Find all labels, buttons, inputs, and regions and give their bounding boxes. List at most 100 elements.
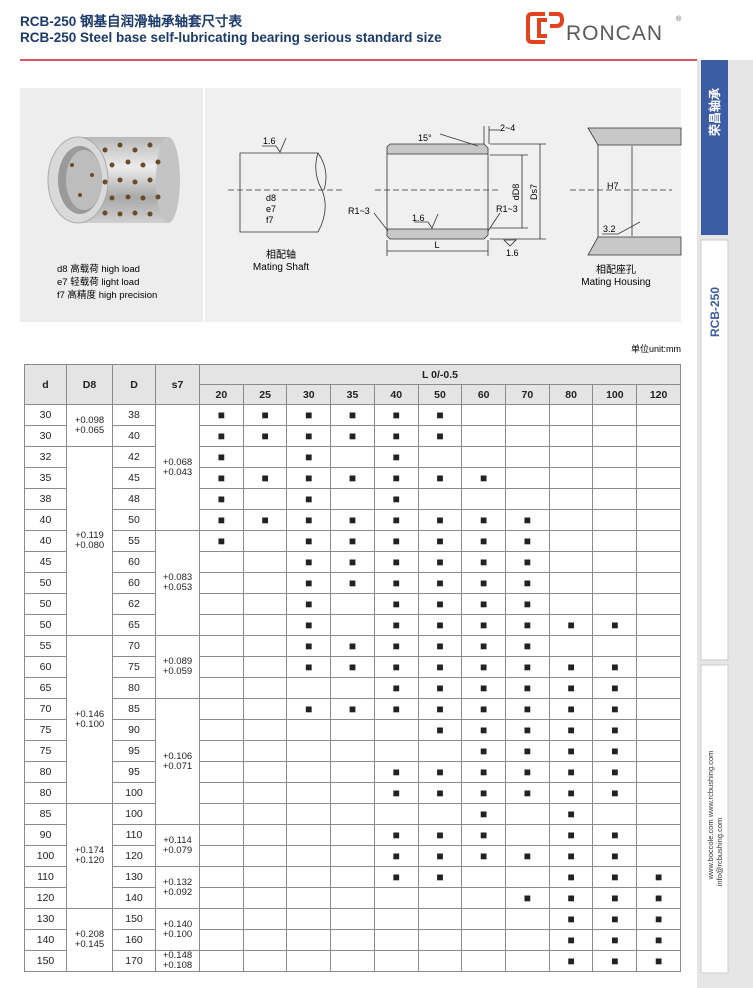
availability-cell xyxy=(505,824,550,846)
availability-cell xyxy=(286,887,332,909)
outer-diameter: 40 xyxy=(112,425,156,447)
tolerance: +0.083 +0.053 xyxy=(155,530,200,636)
bushing-chamfer: 2~4 xyxy=(500,123,515,133)
availability-cell xyxy=(199,782,244,804)
tolerance-value: +0.071 xyxy=(162,760,193,772)
availability-cell xyxy=(199,824,244,846)
availability-cell: ■ xyxy=(461,824,507,846)
availability-mark: ■ xyxy=(611,660,619,674)
availability-cell xyxy=(286,677,332,699)
availability-cell xyxy=(505,803,550,825)
availability-mark: ■ xyxy=(611,954,619,968)
availability-cell: ■ xyxy=(505,887,550,909)
availability-cell xyxy=(592,446,638,468)
availability-mark: ■ xyxy=(436,576,444,590)
availability-cell: ■ xyxy=(461,803,507,825)
availability-mark: ■ xyxy=(567,618,575,632)
availability-cell xyxy=(636,845,681,867)
title-cn: RCB-250 钢基自润滑轴承轴套尺寸表 xyxy=(20,14,243,29)
availability-cell xyxy=(417,908,463,930)
availability-cell: ■ xyxy=(548,824,594,846)
availability-cell xyxy=(636,509,681,531)
availability-mark: ■ xyxy=(611,702,619,716)
availability-mark: ■ xyxy=(523,744,532,758)
availability-cell: ■ xyxy=(592,950,638,972)
inner-diameter: 65 xyxy=(24,677,67,699)
availability-cell xyxy=(242,677,288,699)
availability-mark: ■ xyxy=(217,534,225,548)
availability-mark: ■ xyxy=(523,534,532,548)
data-row: 32 +0.119 +0.080 42 ■ ■ ■ xyxy=(24,446,681,636)
tolerance-value: +0.145 xyxy=(74,939,105,950)
shaft-fit: e7 xyxy=(266,204,276,214)
availability-cell: ■ xyxy=(548,845,594,867)
inner-diameter: 100 xyxy=(24,845,67,867)
outer-diameter: 160 xyxy=(112,929,156,951)
availability-mark: ■ xyxy=(567,786,575,800)
availability-cell: ■ xyxy=(373,551,419,573)
availability-cell xyxy=(242,446,288,468)
outer-diameter: 150 xyxy=(112,908,156,930)
availability-mark: ■ xyxy=(392,828,400,842)
availability-cell xyxy=(592,509,638,531)
availability-cell xyxy=(330,614,375,636)
inner-diameter: 80 xyxy=(24,782,67,804)
tolerance-value: +0.098 xyxy=(74,414,105,426)
availability-cell xyxy=(286,719,332,741)
availability-cell: ■ xyxy=(461,845,507,867)
outer-diameter: 50 xyxy=(112,509,156,531)
availability-cell xyxy=(461,404,507,426)
availability-cell xyxy=(592,404,638,426)
availability-cell xyxy=(505,488,550,510)
availability-cell: ■ xyxy=(417,404,463,426)
inner-diameter: 35 xyxy=(24,467,67,489)
availability-mark: ■ xyxy=(305,450,313,464)
availability-cell xyxy=(636,635,681,657)
availability-mark: ■ xyxy=(392,429,400,443)
inner-diameter: 150 xyxy=(24,950,67,972)
availability-mark: ■ xyxy=(480,828,488,842)
availability-cell: ■ xyxy=(461,530,507,552)
availability-cell: ■ xyxy=(461,509,507,531)
tolerance-value: +0.108 xyxy=(162,960,193,971)
availability-mark: ■ xyxy=(480,849,488,863)
availability-cell: ■ xyxy=(373,488,419,510)
availability-cell xyxy=(199,761,244,783)
availability-cell xyxy=(286,782,332,804)
availability-mark: ■ xyxy=(523,513,532,527)
availability-cell: ■ xyxy=(286,614,332,636)
availability-cell xyxy=(417,929,463,951)
availability-cell: ■ xyxy=(592,677,638,699)
availability-cell xyxy=(548,467,594,489)
outer-diameter: 62 xyxy=(112,593,156,615)
data-row: 45 60 ■ ■ ■ ■ ■ ■ xyxy=(24,551,681,573)
data-row: 30 40 ■ ■ ■ ■ ■ ■ xyxy=(24,425,681,447)
availability-cell xyxy=(636,530,681,552)
availability-mark: ■ xyxy=(436,849,444,863)
availability-mark: ■ xyxy=(567,702,575,716)
tolerance: +0.114 +0.079 xyxy=(155,824,200,867)
outer-diameter: 60 xyxy=(112,551,156,573)
availability-cell xyxy=(330,824,375,846)
sidebar-panel xyxy=(700,239,729,661)
availability-mark: ■ xyxy=(611,828,619,842)
inner-diameter: 130 xyxy=(24,908,67,930)
outer-diameter: 130 xyxy=(112,866,156,888)
availability-mark: ■ xyxy=(567,933,575,947)
inner-diameter: 50 xyxy=(24,593,67,615)
availability-mark: ■ xyxy=(436,639,444,653)
availability-mark: ■ xyxy=(348,429,357,443)
availability-cell: ■ xyxy=(461,467,507,489)
availability-cell xyxy=(242,698,288,720)
availability-cell: ■ xyxy=(461,551,507,573)
availability-mark: ■ xyxy=(480,660,488,674)
availability-mark: ■ xyxy=(261,471,269,485)
bushing-radius: R1~3 xyxy=(496,204,518,214)
availability-cell xyxy=(373,719,419,741)
column-header: D xyxy=(112,364,156,405)
availability-mark: ■ xyxy=(567,660,575,674)
availability-cell xyxy=(461,446,507,468)
availability-cell: ■ xyxy=(330,467,375,489)
availability-cell xyxy=(373,950,419,972)
availability-mark: ■ xyxy=(305,555,313,569)
